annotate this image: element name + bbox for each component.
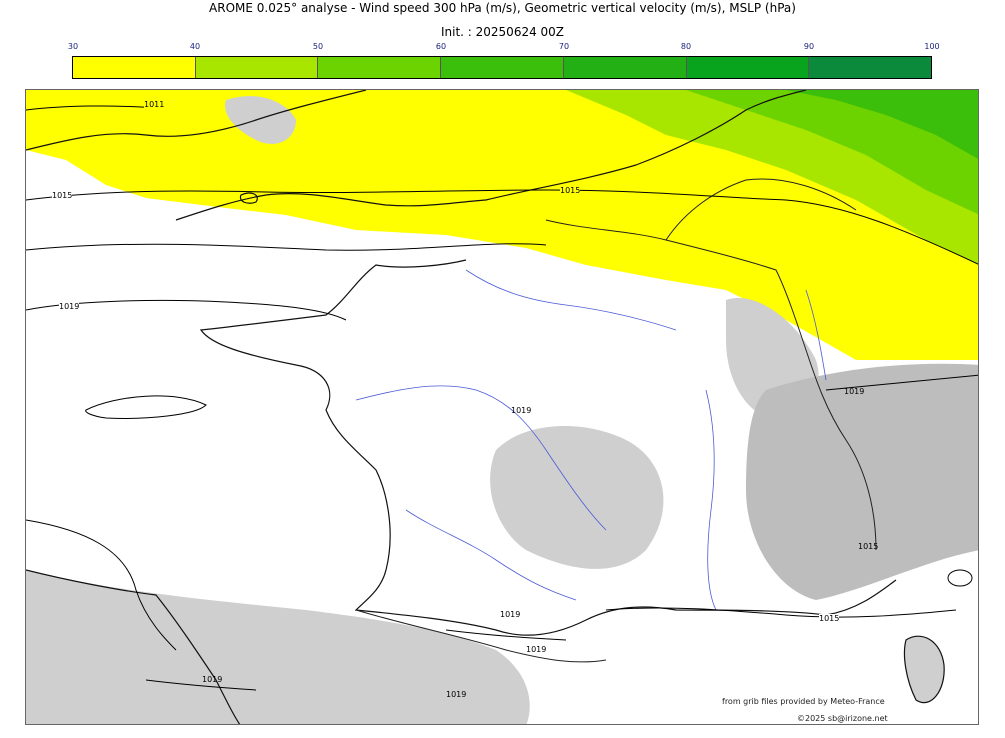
- river-seine: [465, 269, 677, 331]
- wind-speed-colorbar: [72, 56, 932, 79]
- corsica-shade: [904, 636, 945, 703]
- isobar-label: 1019: [511, 406, 532, 415]
- isobar-1015-south: [26, 519, 177, 651]
- isobar-label: 1015: [858, 542, 879, 551]
- france-coastline: [199, 259, 897, 636]
- colorbar-tick: 90: [803, 42, 815, 51]
- benelux-coast: [485, 90, 807, 201]
- chart-title: AROME 0.025° analyse - Wind speed 300 hP…: [209, 1, 796, 15]
- colorbar-tick: 50: [312, 42, 324, 51]
- init-time: Init. : 20250624 00Z: [440, 25, 565, 39]
- weather-map[interactable]: 1011 1015 1015 1019 1019 1019 1019 1015 …: [25, 89, 979, 725]
- colorbar-segment-70-80: [563, 57, 687, 78]
- pyrenees-spain-shade: [26, 570, 530, 724]
- alps-shade: [746, 363, 978, 600]
- colorbar-segment-50-60: [318, 57, 442, 78]
- isobar-1015-north: [26, 189, 978, 265]
- colorbar-tick: 100: [924, 42, 940, 51]
- isobar-1019-alps: [825, 374, 978, 391]
- national-borders: [355, 178, 877, 663]
- isobar-label: 1019: [446, 690, 467, 699]
- uk-south-coast: [175, 193, 487, 221]
- isobar-1011: [26, 105, 157, 111]
- colorbar-segment-30-40: [73, 57, 196, 78]
- isobar-label: 1019: [844, 387, 865, 396]
- colorbar-segment-60-70: [441, 57, 564, 78]
- isobar-label: 1015: [52, 191, 73, 200]
- isobar-label: 1019: [202, 675, 223, 684]
- isobars: [26, 105, 978, 691]
- wind-band-60-70: [786, 90, 978, 159]
- france-spain-border: [355, 609, 607, 663]
- spain-coastline: [26, 569, 241, 724]
- isobar-1019-pyrenees: [445, 629, 567, 641]
- colorbar-tick: 30: [67, 42, 79, 51]
- colorbar-tick: 60: [435, 42, 447, 51]
- colorbar-tick: 40: [189, 42, 201, 51]
- river-rhone: [705, 389, 717, 611]
- colorbar-segment-40-50: [195, 57, 319, 78]
- channel-islands: [239, 192, 258, 204]
- colorbar-tick: 70: [558, 42, 570, 51]
- wind-band-30-40: [26, 90, 978, 360]
- cyclone-ring: [947, 569, 973, 587]
- river-loire: [355, 385, 607, 531]
- isobar-1015-mid: [26, 243, 547, 251]
- isobar-label: 1019: [500, 610, 521, 619]
- isobar-1015-med: [605, 607, 957, 618]
- rivers: [355, 269, 827, 611]
- river-garonne: [405, 509, 577, 601]
- isobar-1019-sw: [145, 679, 257, 691]
- brittany-shade: [225, 96, 296, 144]
- corsica-coastline: [903, 635, 945, 704]
- coastlines: [26, 90, 945, 724]
- isobar-label: 1019: [526, 645, 547, 654]
- isobar-label: 1019: [59, 302, 80, 311]
- isobar-label: 1015: [560, 186, 581, 195]
- massif-central-shade: [490, 426, 664, 569]
- france-northeast-border: [545, 219, 877, 551]
- isobar-label: 1015: [819, 614, 840, 623]
- river-rhine: [805, 289, 827, 381]
- isobar-label: 1011: [144, 100, 165, 109]
- colorbar-tick: 80: [680, 42, 692, 51]
- copyright-credit: ©2025 sb@irizone.net: [797, 714, 888, 723]
- vertical-velocity-shading: [26, 96, 978, 724]
- germany-border: [665, 178, 857, 241]
- uk-coastline: [26, 90, 367, 151]
- source-credit: from grib files provided by Meteo-France: [722, 697, 885, 706]
- colorbar-segment-80-90: [686, 57, 810, 78]
- isobar-1019-bay: [85, 395, 207, 419]
- colorbar-segment-90-100: [809, 57, 932, 78]
